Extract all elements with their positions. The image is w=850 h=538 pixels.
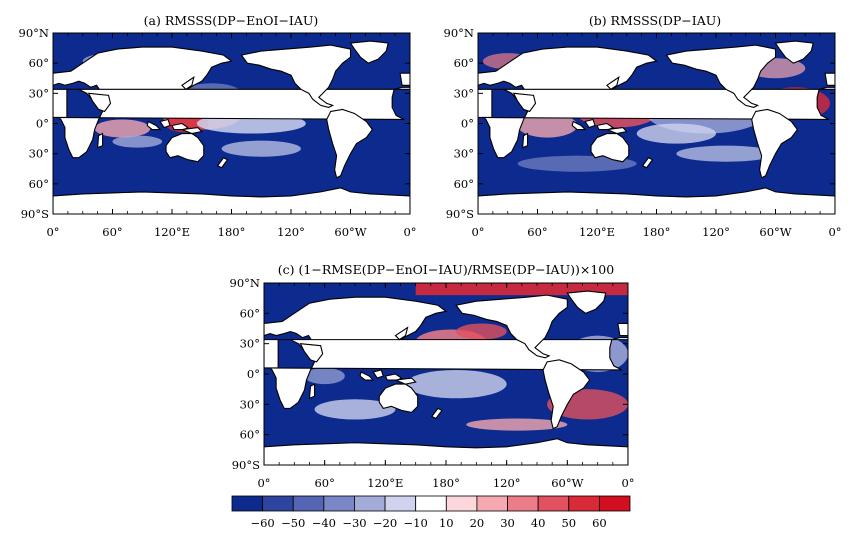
lat-tick-label: 60° <box>454 177 474 191</box>
colorbar-swatch <box>415 495 447 512</box>
lat-tick-label: 60° <box>29 56 49 70</box>
colorbar-label: 50 <box>561 516 576 530</box>
lon-tick-label: 0° <box>403 225 416 239</box>
colorbar-swatch <box>445 495 478 512</box>
colorbar-swatch <box>323 495 355 512</box>
lon-tick-label: 0° <box>621 476 634 490</box>
colorbar-swatch <box>476 495 508 512</box>
lon-tick-label: 0° <box>46 225 59 239</box>
lon-tick-label: 60°W <box>551 476 583 490</box>
lon-tick-label: 0° <box>828 225 841 239</box>
lon-tick-label: 120° <box>702 225 730 239</box>
colorbar-label: 60 <box>592 516 607 530</box>
lat-tick-label: 0° <box>461 117 474 131</box>
lon-tick-label: 120°E <box>579 225 615 239</box>
colorbar-label: 40 <box>531 516 546 530</box>
colorbar-swatch <box>568 495 600 512</box>
lat-tick-label: 0° <box>247 367 260 381</box>
axis-ticks: 90°N 60° 30° 0° 30° 60° 90°S 0° 60° 120°E 180° 120°… <box>19 26 842 490</box>
panel-a: (a) RMSSS(DP−EnOI−IAU) <box>52 13 411 215</box>
panel-c-map <box>264 283 628 465</box>
colorbar-swatch <box>231 495 264 512</box>
lat-tick-label: 90°S <box>232 458 260 472</box>
lat-tick-label: 90°N <box>444 26 474 40</box>
colorbar-swatch <box>262 495 294 512</box>
colorbar-swatch <box>537 495 570 512</box>
colorbar-swatch <box>292 495 325 512</box>
colorbar-swatch <box>354 495 386 512</box>
colorbar-label: −30 <box>342 516 366 530</box>
colorbar-label: −50 <box>281 516 305 530</box>
lat-tick-label: 60° <box>240 428 260 442</box>
lat-tick-label: 90°S <box>446 207 474 221</box>
lat-tick-label: 90°S <box>21 207 49 221</box>
colorbar-label: −60 <box>250 516 274 530</box>
lat-tick-label: 30° <box>454 86 474 100</box>
colorbar-label: −20 <box>373 516 397 530</box>
colorbar-label: 10 <box>439 516 454 530</box>
lat-tick-label: 30° <box>29 147 49 161</box>
colorbar-swatch <box>507 495 539 512</box>
lat-tick-label: 30° <box>29 86 49 100</box>
panel-b-title: (b) RMSSS(DP−IAU) <box>589 13 721 28</box>
colorbar-label: 20 <box>470 516 485 530</box>
lat-tick-label: 30° <box>240 397 260 411</box>
lon-tick-label: 120°E <box>154 225 190 239</box>
colorbar-swatch <box>598 495 631 512</box>
lat-tick-label: 30° <box>240 337 260 351</box>
panel-c-title: (c) (1−RMSE(DP−EnOI−IAU)/RMSE(DP−IAU))×1… <box>278 262 614 277</box>
lon-tick-label: 180° <box>432 476 460 490</box>
lat-tick-label: 90°N <box>230 276 260 290</box>
lat-tick-label: 0° <box>36 117 49 131</box>
colorbar-label: −10 <box>404 516 428 530</box>
colorbar-swatch <box>384 495 417 512</box>
lat-tick-label: 60° <box>29 177 49 191</box>
lon-tick-label: 60° <box>314 476 334 490</box>
lon-tick-label: 60° <box>527 225 547 239</box>
panel-c: (c) (1−RMSE(DP−EnOI−IAU)/RMSE(DP−IAU))×1… <box>263 262 629 466</box>
lon-tick-label: 0° <box>471 225 484 239</box>
lon-tick-label: 120° <box>493 476 521 490</box>
lon-tick-label: 60° <box>102 225 122 239</box>
colorbar-label: −40 <box>312 516 336 530</box>
lat-tick-label: 30° <box>454 147 474 161</box>
panel-b: (b) RMSSS(DP−IAU) <box>477 13 836 215</box>
lat-tick-label: 60° <box>454 56 474 70</box>
lat-tick-label: 90°N <box>19 26 49 40</box>
lon-tick-label: 120°E <box>367 476 403 490</box>
panel-a-map <box>53 33 410 214</box>
lon-tick-label: 120° <box>277 225 305 239</box>
panel-a-title: (a) RMSSS(DP−EnOI−IAU) <box>144 13 319 28</box>
lon-tick-label: 60°W <box>334 225 366 239</box>
lon-tick-label: 0° <box>257 476 270 490</box>
colorbar-label: 30 <box>500 516 515 530</box>
lat-tick-label: 60° <box>240 306 260 320</box>
lon-tick-label: 180° <box>218 225 246 239</box>
lon-tick-label: 60°W <box>759 225 791 239</box>
panel-b-map <box>478 33 835 214</box>
colorbar: −60 −50 −40 −30 −20 −10 10 20 30 40 50 60 <box>231 495 631 530</box>
lon-tick-label: 180° <box>643 225 671 239</box>
